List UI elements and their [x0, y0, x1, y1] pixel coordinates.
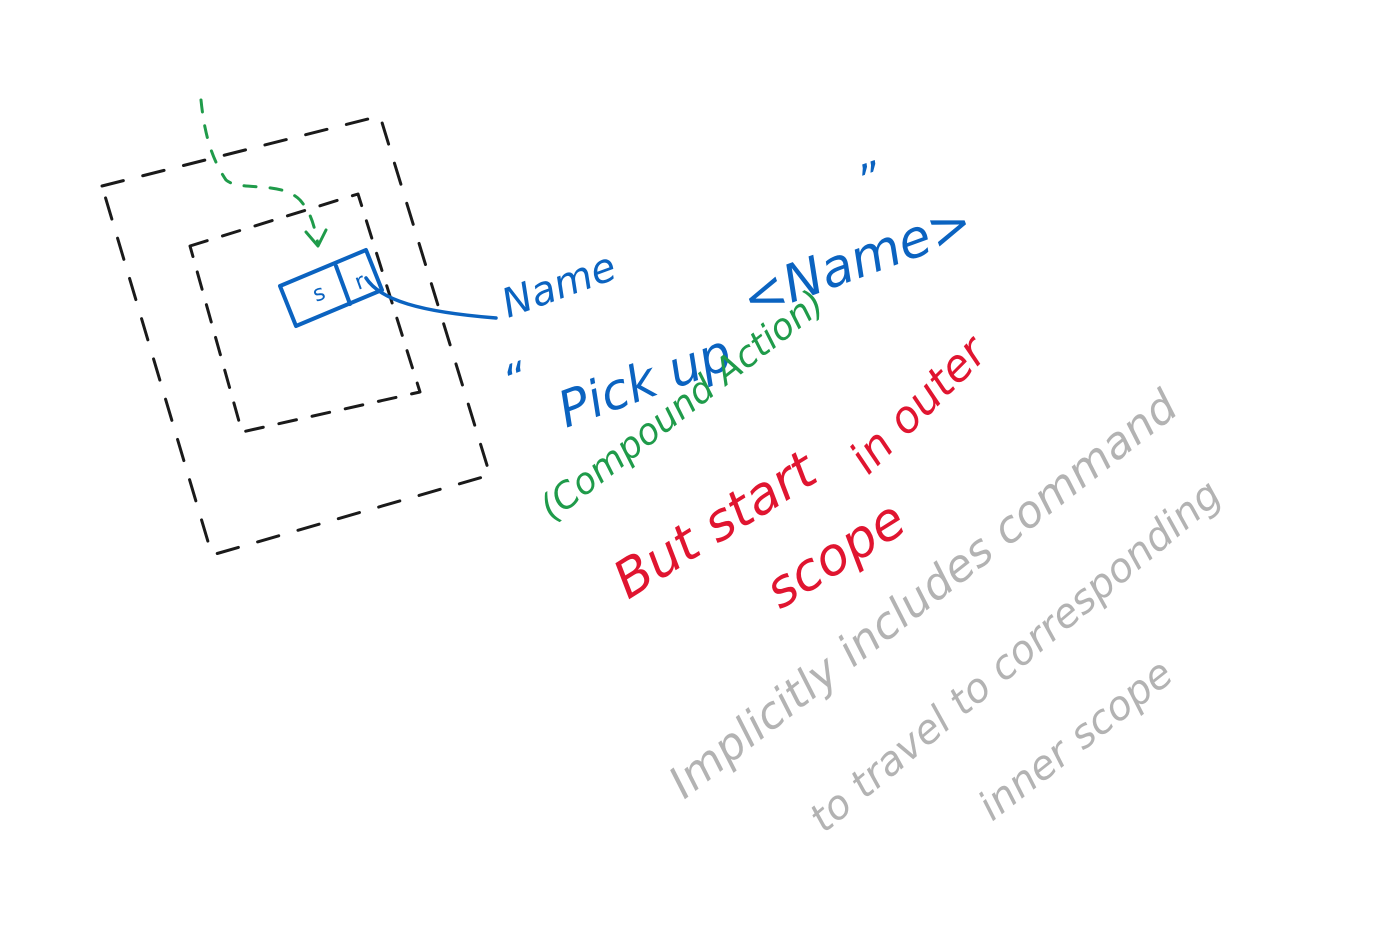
open-quote: “ [496, 353, 535, 409]
name-label: Name [496, 244, 623, 328]
state-cell: s r [280, 250, 382, 326]
travel-path-arrow [201, 100, 318, 244]
inner-scope-box [190, 194, 420, 432]
close-quote: ” [850, 152, 890, 208]
cell-right-label: r [352, 269, 370, 296]
arrow-head-icon [306, 230, 326, 246]
outer-scope-box [102, 116, 490, 555]
in-outer-label: in outer [840, 325, 999, 484]
state-cell-divider [336, 266, 350, 304]
cell-left-label: s [310, 280, 329, 307]
